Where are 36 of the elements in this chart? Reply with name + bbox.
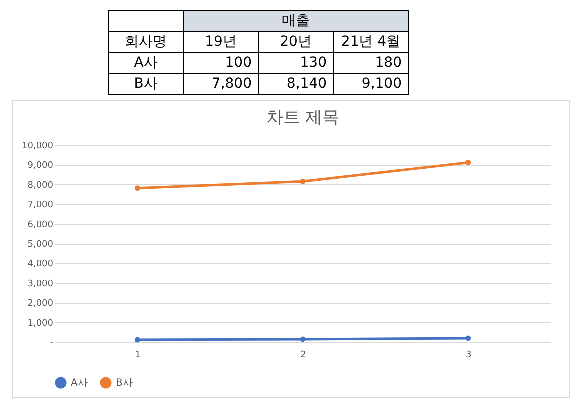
point [300, 178, 306, 184]
y-tick-label: - [50, 338, 54, 348]
point [466, 160, 472, 166]
y-tick-label: 6,000 [28, 220, 54, 230]
text: 매출 [184, 10, 408, 32]
chart-title: 차트 제목 [266, 108, 340, 128]
y-tick-label: 4,000 [28, 260, 54, 270]
y-tick-label: 7,000 [28, 200, 54, 211]
text: 20년 [258, 32, 334, 52]
text: A사 [134, 55, 158, 71]
legend-label: B사 [116, 378, 133, 389]
x-tick-label: 2 [300, 350, 306, 360]
y-tick-label: 8,000 [28, 180, 54, 191]
text: 180 [334, 52, 408, 74]
text: 7,800 [184, 74, 258, 94]
point [134, 337, 140, 343]
x-tick-label: 1 [135, 350, 142, 360]
y-tick-label: 2,000 [28, 299, 54, 310]
x-tick-label: 3 [466, 350, 472, 360]
text: B사 [134, 76, 158, 92]
text: 19년 [184, 32, 258, 52]
text: 회사명 [108, 32, 184, 52]
y-tick-label: 1,000 [28, 318, 54, 329]
text: 100 [184, 52, 258, 74]
y-tick-label: 9,000 [28, 161, 54, 172]
point [134, 186, 140, 192]
text: 130 [258, 52, 334, 74]
y-tick-label: 3,000 [28, 279, 54, 290]
point [300, 336, 306, 342]
y-tick-label: 10,000 [22, 142, 54, 152]
point [466, 336, 472, 342]
legend-label: A사 [71, 378, 88, 389]
text: 21년 4월 [334, 32, 408, 52]
y-tick-label: 5,000 [28, 240, 54, 250]
text: 9,100 [334, 74, 408, 94]
text: 8,140 [258, 74, 334, 94]
